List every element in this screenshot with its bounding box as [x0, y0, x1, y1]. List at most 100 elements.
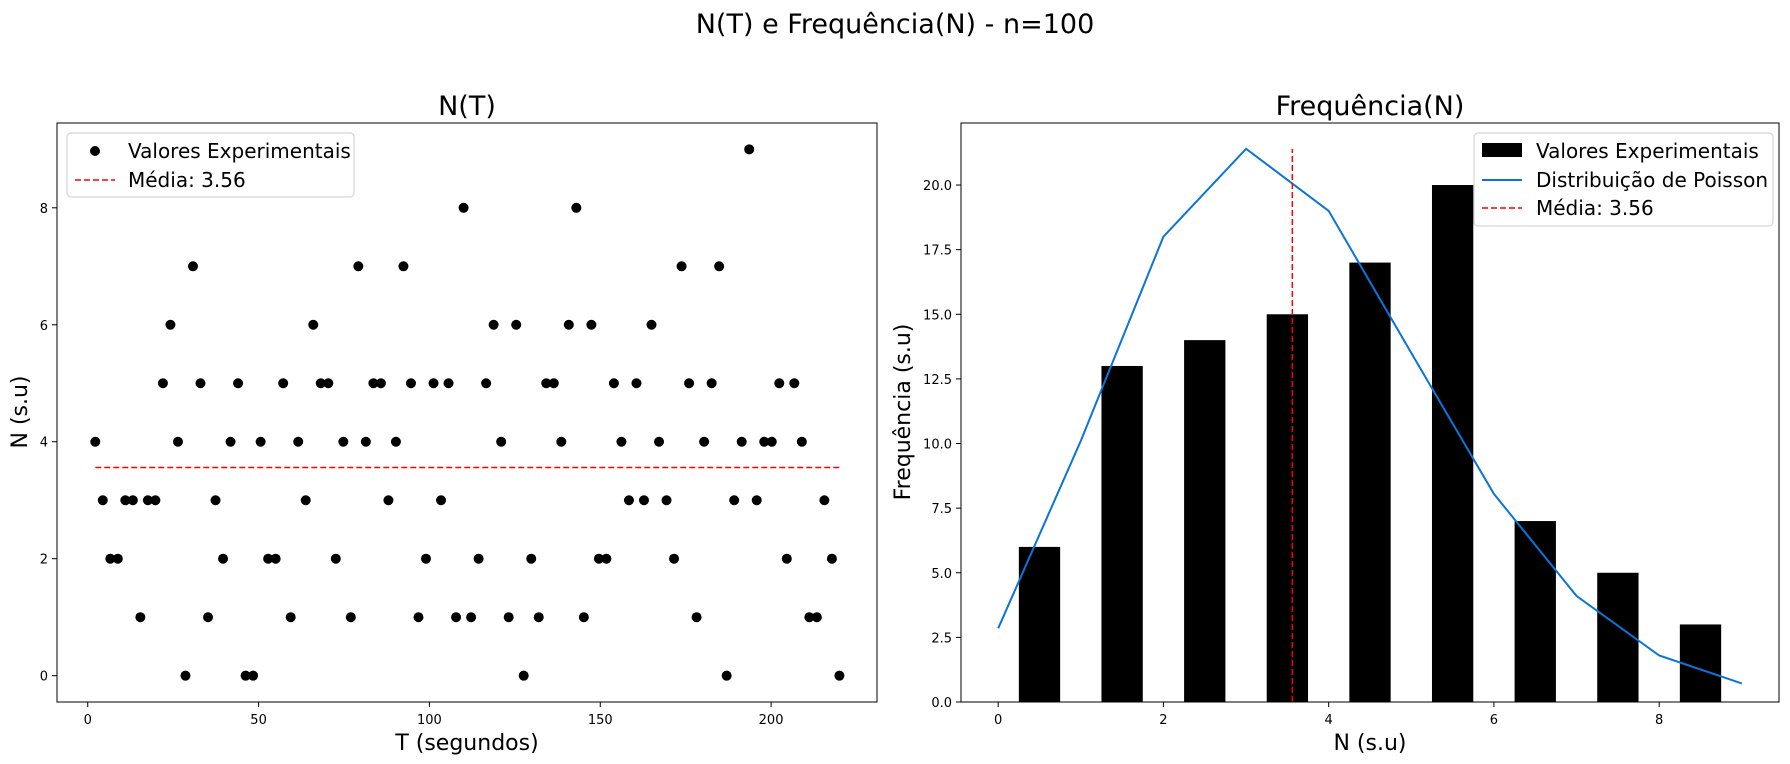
- scatter-point: [315, 378, 326, 389]
- scatter-point: [811, 612, 822, 623]
- scatter-point: [789, 378, 800, 389]
- scatter-point: [390, 436, 401, 447]
- y-tick-label: 2: [40, 553, 48, 568]
- scatter-point: [736, 436, 747, 447]
- chart-left-xlabel: T (segundos): [394, 731, 538, 756]
- y-tick-label: 0: [40, 670, 48, 685]
- scatter-point: [263, 553, 274, 564]
- scatter-point: [353, 261, 364, 272]
- scatter-point: [729, 495, 740, 506]
- legend-label-bars: Valores Experimentais: [1536, 139, 1759, 163]
- y-tick-label: 20.0: [923, 179, 952, 194]
- scatter-point: [511, 319, 522, 330]
- scatter-point: [586, 319, 597, 330]
- scatter-point: [676, 261, 687, 272]
- y-tick-label: 7.5: [931, 502, 952, 517]
- chart-right-title: Frequência(N): [1276, 91, 1465, 122]
- scatter-point: [285, 612, 296, 623]
- scatter-point: [135, 612, 146, 623]
- chart-left-title: N(T): [438, 91, 496, 122]
- scatter-point: [187, 261, 198, 272]
- scatter-point: [90, 436, 101, 447]
- scatter-point: [766, 436, 777, 447]
- x-tick-label: 50: [250, 713, 267, 728]
- scatter-point: [278, 378, 289, 389]
- scatter-point: [97, 495, 108, 506]
- scatter-point: [172, 436, 183, 447]
- scatter-point: [248, 670, 259, 681]
- scatter-point: [240, 670, 251, 681]
- scatter-point: [195, 378, 206, 389]
- scatter-point: [684, 378, 695, 389]
- scatter-point: [105, 553, 116, 564]
- scatter-point: [571, 202, 582, 213]
- x-tick-label: 8: [1655, 713, 1663, 728]
- chart-left-frame: [56, 122, 878, 703]
- scatter-point: [774, 378, 785, 389]
- scatter-point: [503, 612, 514, 623]
- scatter-point: [157, 378, 168, 389]
- scatter-point: [368, 378, 379, 389]
- scatter-point: [796, 436, 807, 447]
- scatter-point: [345, 612, 356, 623]
- scatter-point: [608, 378, 619, 389]
- scatter-point: [451, 612, 462, 623]
- scatter-point: [646, 319, 657, 330]
- scatter-point: [270, 553, 281, 564]
- scatter-point: [578, 612, 589, 623]
- x-tick-label: 4: [1325, 713, 1333, 728]
- scatter-point: [721, 670, 732, 681]
- y-tick-label: 15.0: [923, 308, 952, 323]
- histogram-bar: [1597, 572, 1639, 702]
- scatter-point: [759, 436, 770, 447]
- scatter-point: [563, 319, 574, 330]
- chart-right-legend-box: [1473, 132, 1774, 227]
- y-tick-label: 4: [40, 436, 48, 451]
- scatter-point: [293, 436, 304, 447]
- histogram-bar: [1101, 365, 1143, 702]
- scatter-point: [458, 202, 469, 213]
- scatter-point: [150, 495, 161, 506]
- scatter-point: [338, 436, 349, 447]
- y-tick-label: 12.5: [923, 373, 952, 388]
- y-tick-label: 2.5: [931, 631, 952, 646]
- scatter-point: [473, 553, 484, 564]
- histogram-bar: [1018, 546, 1061, 702]
- scatter-point: [481, 378, 492, 389]
- histogram-bar: [1349, 262, 1391, 702]
- scatter-point: [413, 612, 424, 623]
- scatter-point: [203, 612, 214, 623]
- chart-right-legend: Valores Experimentais Distribuição de Po…: [1473, 132, 1774, 227]
- legend-label-experimental: Valores Experimentais: [128, 139, 351, 163]
- scatter-point: [405, 378, 416, 389]
- x-tick-label: 0: [84, 713, 92, 728]
- y-tick-label: 10.0: [923, 438, 952, 453]
- scatter-point: [819, 495, 830, 506]
- x-tick-label: 2: [1159, 713, 1167, 728]
- scatter-point: [541, 378, 552, 389]
- scatter-point: [443, 378, 454, 389]
- chart-left: N(T) 0 50 100 150 200 0 2 4 6 8 T (segundos) N (s…: [8, 91, 878, 756]
- histogram-bar: [1431, 185, 1474, 703]
- x-tick-label: 200: [759, 713, 784, 728]
- scatter-point: [661, 495, 672, 506]
- figure-title: N(T) e Frequência(N) - n=100: [696, 9, 1095, 40]
- scatter-point: [383, 495, 394, 506]
- chart-left-legend: Valores Experimentais Média: 3.56: [66, 132, 355, 198]
- scatter-point: [466, 612, 477, 623]
- scatter-point: [751, 495, 762, 506]
- scatter-point: [556, 436, 567, 447]
- scatter-point: [488, 319, 499, 330]
- chart-right: Frequência(N) 0 2 4 6 8 0.0 2.5 5.0 7.5 10.0 12.5 1…: [891, 91, 1780, 756]
- scatter-point: [744, 144, 755, 155]
- legend-marker-experimental: [90, 146, 100, 156]
- histogram-bar: [1184, 340, 1226, 702]
- scatter-point: [120, 495, 131, 506]
- scatter-point: [714, 261, 725, 272]
- scatter-point: [496, 436, 507, 447]
- scatter-point: [421, 553, 431, 564]
- scatter-point: [699, 436, 710, 447]
- scatter-point: [518, 670, 529, 681]
- legend-label-poisson: Distribuição de Poisson: [1536, 168, 1768, 192]
